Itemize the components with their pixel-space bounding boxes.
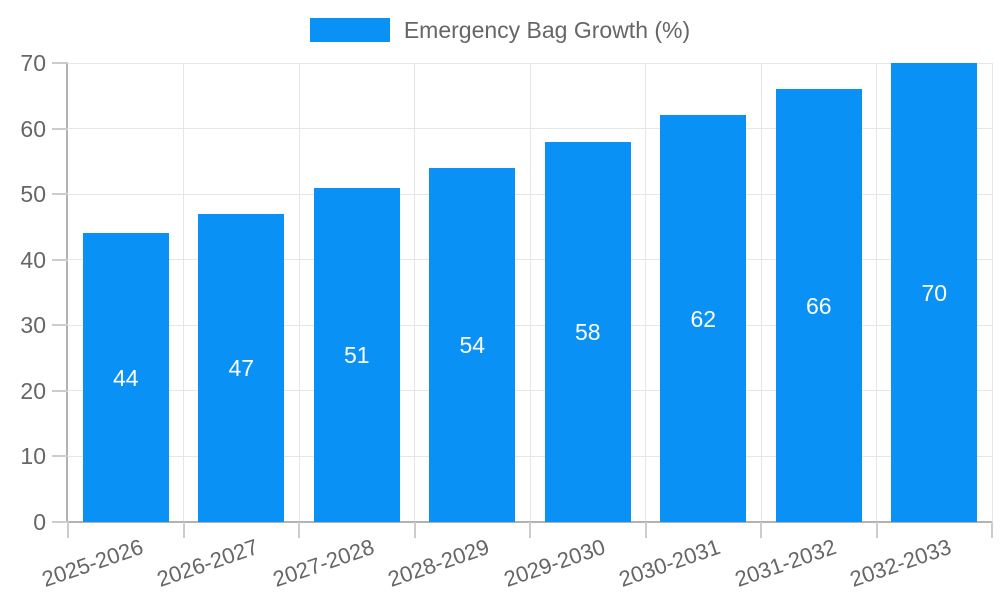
y-tick-label: 50 [20,181,46,208]
x-axis-tick [182,522,185,538]
gridline-vertical [876,63,877,522]
y-tick-label: 40 [20,246,46,273]
x-tick-label: 2032-2033 [846,534,955,592]
gridline-vertical [298,63,300,522]
bar-2026-2027[interactable] [198,213,285,522]
bar-2028-2029[interactable] [429,167,516,522]
bar-2027-2028[interactable] [313,187,400,522]
x-axis-tick [298,522,300,538]
gridline-vertical [414,63,415,522]
bar-value-label: 54 [459,331,486,358]
y-tick-label: 10 [20,443,46,470]
bar-value-label: 51 [343,341,370,368]
legend-swatch [309,18,390,42]
y-axis-tick [52,193,68,196]
y-tick-label: 30 [20,312,46,339]
x-tick-label: 2029-2030 [500,534,608,592]
gridline-vertical [991,63,993,522]
gridline-vertical [529,63,531,522]
bar-value-label: 70 [921,279,948,306]
bar-2031-2032[interactable] [775,89,862,522]
x-axis-tick [760,522,762,538]
x-tick-label: 2026-2027 [153,534,262,592]
bar-2032-2033[interactable] [891,63,978,522]
y-axis-tick [52,521,68,523]
bar-2030-2031[interactable] [660,115,747,522]
y-axis-tick [52,389,68,392]
bar-value-label: 62 [690,305,717,332]
plot-area: 44 47 51 54 58 62 66 70 [68,63,992,522]
x-axis-tick [413,522,416,538]
x-tick-label: 2027-2028 [269,534,377,592]
bar-value-label: 66 [805,292,832,319]
legend-label: Emergency Bag Growth (%) [403,17,691,43]
bar-value-label: 44 [112,364,139,391]
gridline-vertical [645,63,646,522]
bar-value-label: 58 [574,318,601,345]
gridline-vertical [760,63,762,522]
y-axis-tick [52,62,68,64]
legend-item[interactable]: Emergency Bag Growth (%) [0,17,1000,43]
y-axis-tick [52,455,68,458]
y-tick-label: 70 [20,50,46,76]
bar-value-label: 47 [228,354,255,381]
y-tick-label: 0 [33,509,46,535]
x-axis-tick [991,522,993,538]
y-axis-tick [52,127,68,130]
y-axis-tick [52,258,68,261]
gridline-vertical [183,63,184,522]
y-tick-label: 20 [20,377,46,404]
x-axis-tick [67,522,69,538]
x-tick-label: 2030-2031 [615,534,724,592]
y-tick-label: 60 [20,115,46,142]
x-tick-label: 2031-2032 [731,534,839,592]
y-axis-line [66,63,68,522]
y-axis-tick [52,324,68,327]
x-tick-label: 2025-2026 [38,534,146,592]
bar-2029-2030[interactable] [544,141,631,522]
x-tick-label: 2028-2029 [384,534,493,592]
x-axis-tick [875,522,878,538]
x-axis-tick [529,522,531,538]
bar-2025-2026[interactable] [82,233,169,522]
x-axis-tick [644,522,647,538]
